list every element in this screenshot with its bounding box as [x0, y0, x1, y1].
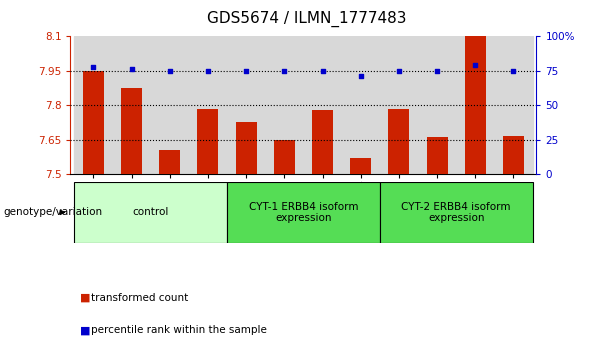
- Point: [127, 66, 137, 72]
- Point: [318, 68, 327, 74]
- Bar: [465, 35, 485, 174]
- Text: control: control: [132, 207, 169, 217]
- Bar: [83, 71, 104, 174]
- Bar: [227, 36, 265, 174]
- Bar: [456, 36, 494, 174]
- Point: [509, 68, 519, 74]
- Bar: [427, 137, 447, 174]
- Bar: [189, 36, 227, 174]
- Point: [470, 62, 480, 68]
- Bar: [341, 36, 380, 174]
- Bar: [74, 36, 113, 174]
- Bar: [227, 182, 380, 243]
- Text: GDS5674 / ILMN_1777483: GDS5674 / ILMN_1777483: [207, 11, 406, 27]
- Text: percentile rank within the sample: percentile rank within the sample: [91, 325, 267, 335]
- Point: [165, 68, 175, 74]
- Bar: [74, 182, 227, 243]
- Point: [280, 68, 289, 74]
- Point: [394, 68, 404, 74]
- Bar: [350, 158, 371, 174]
- Bar: [418, 36, 456, 174]
- Bar: [494, 36, 533, 174]
- Bar: [312, 110, 333, 174]
- Bar: [380, 182, 533, 243]
- Bar: [235, 122, 257, 174]
- Text: ■: ■: [80, 325, 90, 335]
- Bar: [503, 136, 524, 174]
- Bar: [380, 36, 418, 174]
- Bar: [274, 140, 295, 174]
- Point: [242, 68, 251, 74]
- Point: [88, 64, 98, 70]
- Text: CYT-1 ERBB4 isoform
expression: CYT-1 ERBB4 isoform expression: [249, 201, 358, 223]
- Bar: [159, 150, 180, 174]
- Point: [356, 73, 365, 79]
- Text: genotype/variation: genotype/variation: [3, 207, 102, 217]
- Text: ■: ■: [80, 293, 90, 303]
- Bar: [389, 109, 409, 174]
- Text: CYT-2 ERBB4 isoform
expression: CYT-2 ERBB4 isoform expression: [402, 201, 511, 223]
- Bar: [197, 109, 218, 174]
- Bar: [303, 36, 341, 174]
- Point: [432, 68, 442, 74]
- Bar: [113, 36, 151, 174]
- Bar: [151, 36, 189, 174]
- Bar: [121, 89, 142, 174]
- Bar: [265, 36, 303, 174]
- Text: transformed count: transformed count: [91, 293, 188, 303]
- Point: [203, 68, 213, 74]
